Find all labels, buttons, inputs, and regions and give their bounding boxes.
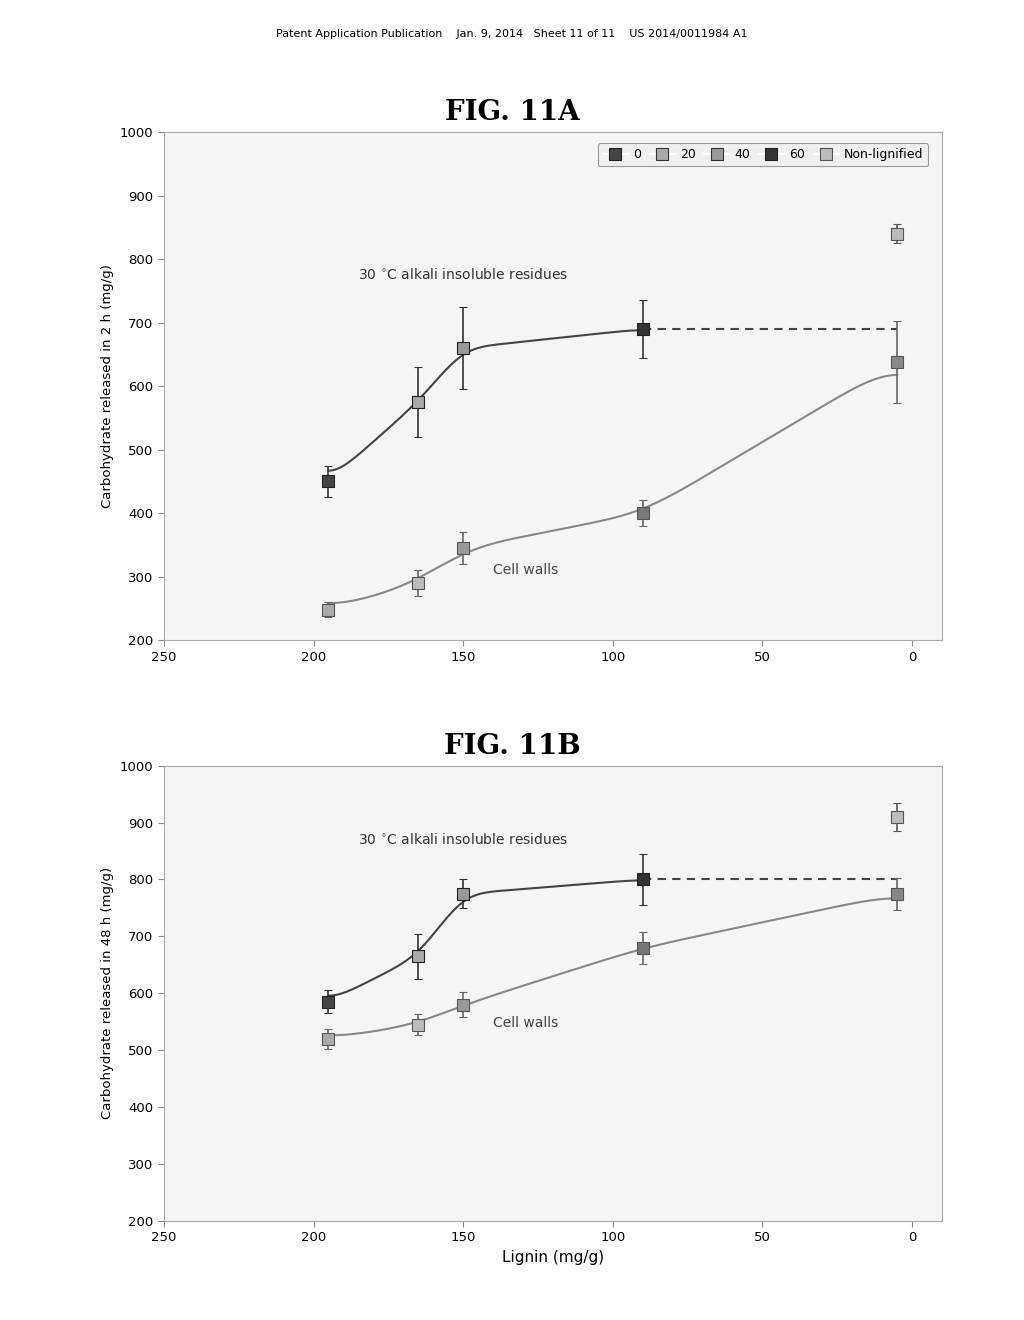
Legend: 0, 20, 40, 60, Non-lignified: 0, 20, 40, 60, Non-lignified [598,144,928,166]
X-axis label: Lignin (mg/g): Lignin (mg/g) [502,1250,604,1265]
Text: Cell walls: Cell walls [494,564,558,577]
Y-axis label: Carbohydrate released in 48 h (mg/g): Carbohydrate released in 48 h (mg/g) [101,867,115,1119]
Text: FIG. 11A: FIG. 11A [444,99,580,125]
Text: 30 $^{\circ}$C alkali insoluble residues: 30 $^{\circ}$C alkali insoluble residues [358,832,568,847]
Text: Cell walls: Cell walls [494,1016,558,1030]
Y-axis label: Carbohydrate released in 2 h (mg/g): Carbohydrate released in 2 h (mg/g) [101,264,115,508]
Text: 30 $^{\circ}$C alkali insoluble residues: 30 $^{\circ}$C alkali insoluble residues [358,268,568,282]
Text: Patent Application Publication    Jan. 9, 2014   Sheet 11 of 11    US 2014/00119: Patent Application Publication Jan. 9, 2… [276,29,748,40]
Text: FIG. 11B: FIG. 11B [443,733,581,759]
